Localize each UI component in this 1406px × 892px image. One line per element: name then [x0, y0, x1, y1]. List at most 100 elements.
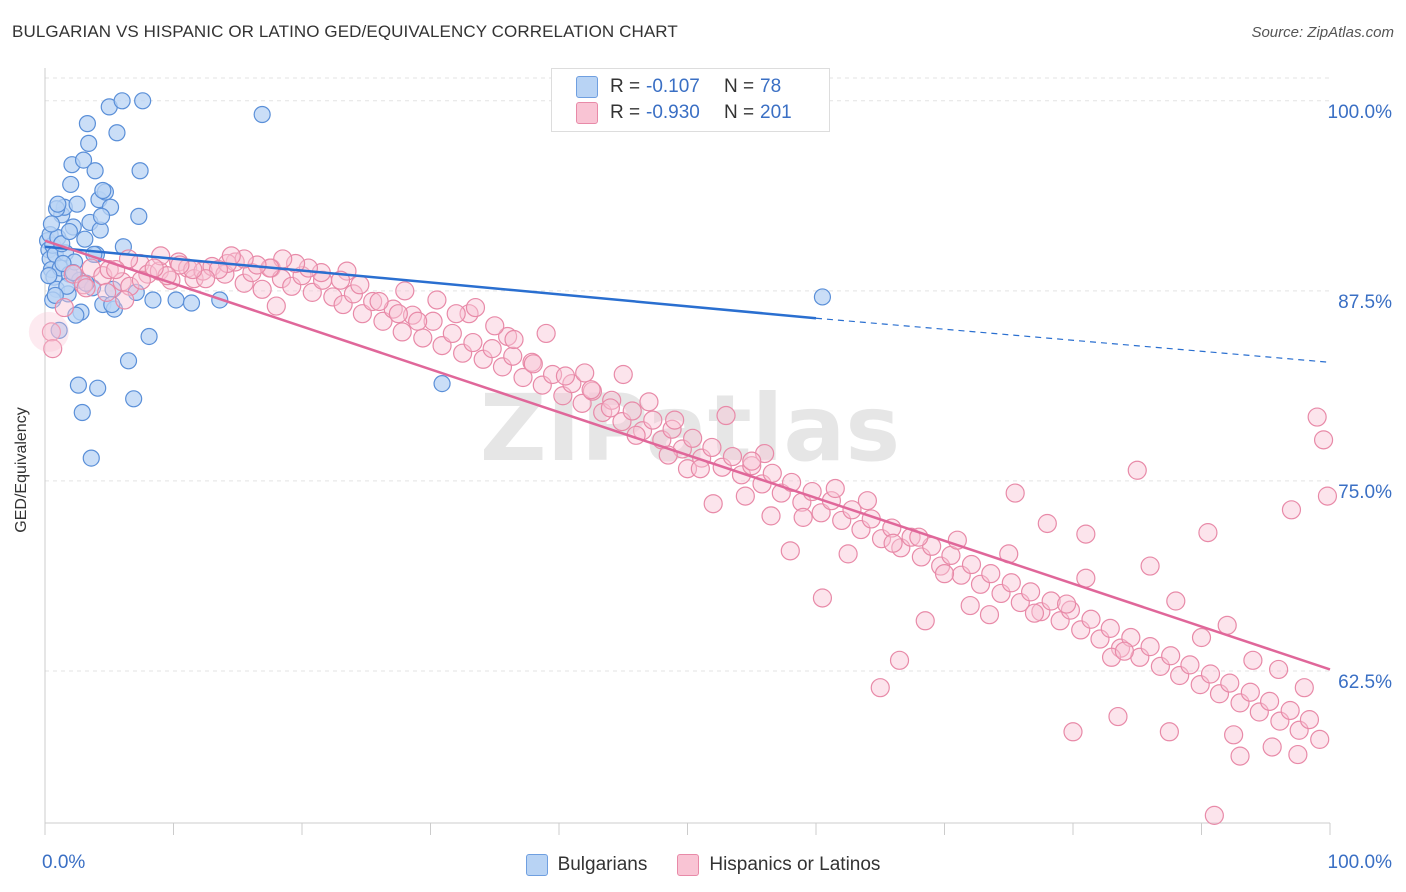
bulgarian-point [182, 294, 201, 312]
hispanic-point [99, 259, 119, 280]
hispanic-point [350, 275, 370, 295]
hispanic-point [1198, 523, 1218, 543]
n-label: N = [724, 102, 755, 123]
bulgarian-point [86, 162, 104, 180]
hispanic-point [446, 304, 466, 324]
hispanic-point [780, 541, 800, 561]
bulgarians-trendline-extension [815, 317, 1331, 363]
hispanic-point [1037, 513, 1057, 534]
chart-title: BULGARIAN VS HISPANIC OR LATINO GED/EQUI… [12, 22, 678, 41]
hispanic-point [1262, 737, 1282, 757]
bulgarian-point [73, 403, 91, 422]
legend-item-hispanics[interactable]: Hispanics or Latinos [677, 854, 880, 876]
bulgarian-point [140, 327, 158, 346]
hispanic-point [1217, 615, 1237, 635]
hispanic-point [934, 564, 955, 584]
hispanic-point [1191, 627, 1212, 648]
hispanic-point [761, 506, 781, 526]
hispanic-point [683, 428, 703, 448]
hispanic-point [555, 366, 576, 386]
hispanic-point [131, 270, 151, 290]
hispanic-point [323, 287, 343, 307]
hispanic-point [793, 507, 813, 527]
hispanic-point [504, 329, 524, 350]
hispanic-point [562, 374, 582, 394]
bulgarians-swatch [525, 854, 548, 876]
hispanic-point [870, 678, 890, 698]
hispanic-point [76, 278, 96, 298]
hispanic-point [602, 390, 622, 410]
legend-item-bulgarians[interactable]: Bulgarians [525, 854, 648, 876]
hispanic-point [1041, 591, 1061, 611]
hispanic-point [1063, 722, 1083, 742]
legend-label: Hispanics or Latinos [709, 854, 881, 875]
hispanic-point [1224, 725, 1244, 745]
hispanic-point [1240, 682, 1260, 702]
bulgarian-point [92, 207, 111, 225]
hispanic-point [1260, 691, 1280, 711]
hispanic-point [960, 595, 980, 616]
bulgarian-point [134, 92, 152, 110]
x-tick-left: 0.0% [42, 852, 86, 873]
hispanic-point [1076, 524, 1096, 544]
legend-label: Bulgarians [557, 854, 648, 875]
hispanic-point [812, 588, 833, 608]
hispanic-point [1281, 500, 1302, 520]
source-label[interactable]: Source: ZipAtlas.com [1251, 24, 1394, 41]
hispanic-point [622, 401, 642, 421]
hispanic-point [1001, 573, 1021, 593]
hispanic-point [1076, 568, 1096, 588]
bulgarian-point [69, 376, 88, 394]
hispanic-point [1307, 407, 1327, 427]
hispanic-point [1100, 618, 1120, 638]
hispanic-point [703, 494, 723, 514]
hispanics-swatch [677, 854, 700, 876]
bulgarian-point [108, 124, 126, 142]
hispanic-point [915, 611, 935, 631]
hispanic-point [1200, 664, 1221, 684]
bulgarian-point [433, 375, 451, 393]
bulgarian-point [125, 390, 143, 408]
bulgarian-point [94, 181, 112, 200]
hispanic-point [1310, 729, 1330, 749]
hispanic-point [889, 650, 910, 670]
hispanic-point [1127, 460, 1147, 480]
series-legend: Bulgarians Hispanics or Latinos [0, 852, 1406, 878]
y-tick-label: 87.5% [1338, 291, 1392, 313]
hispanics-swatch [576, 102, 598, 124]
hispanic-point [408, 311, 428, 331]
hispanic-point [423, 311, 443, 331]
bulgarian-point [68, 195, 86, 213]
hispanic-point [901, 527, 921, 547]
hispanic-point [639, 392, 659, 412]
hispanic-point [961, 554, 982, 575]
bulgarian-point [80, 134, 98, 152]
legend-row-bulgarians: R = -0.107 N = 78 [576, 74, 781, 100]
hispanic-point [97, 282, 117, 302]
hispanic-point [702, 437, 722, 458]
bulgarian-point [82, 449, 100, 467]
hispanic-point [1005, 483, 1025, 503]
watermark: ZIPatlas [480, 375, 900, 482]
hispanic-point [1081, 609, 1101, 629]
hispanic-point [482, 339, 502, 359]
bulgarian-point [89, 379, 107, 397]
hispanic-point [73, 275, 94, 295]
bulgarian-point [130, 207, 148, 225]
hispanic-point [252, 279, 272, 299]
y-axis-label: GED/Equivalency [13, 407, 30, 533]
n-label: N = [724, 76, 755, 97]
hispanic-point [1204, 805, 1224, 825]
hispanic-point [234, 273, 254, 293]
hispanic-point [735, 486, 755, 506]
hispanic-point [442, 323, 462, 344]
hispanic-point [1108, 706, 1128, 727]
hispanic-point [1180, 655, 1200, 675]
hispanic-point [665, 410, 685, 430]
bulgarian-point [76, 230, 94, 248]
hispanic-point [1299, 710, 1320, 730]
bulgarian-point [62, 175, 80, 194]
y-tick-label: 62.5% [1338, 671, 1392, 693]
hispanic-point [427, 290, 447, 310]
